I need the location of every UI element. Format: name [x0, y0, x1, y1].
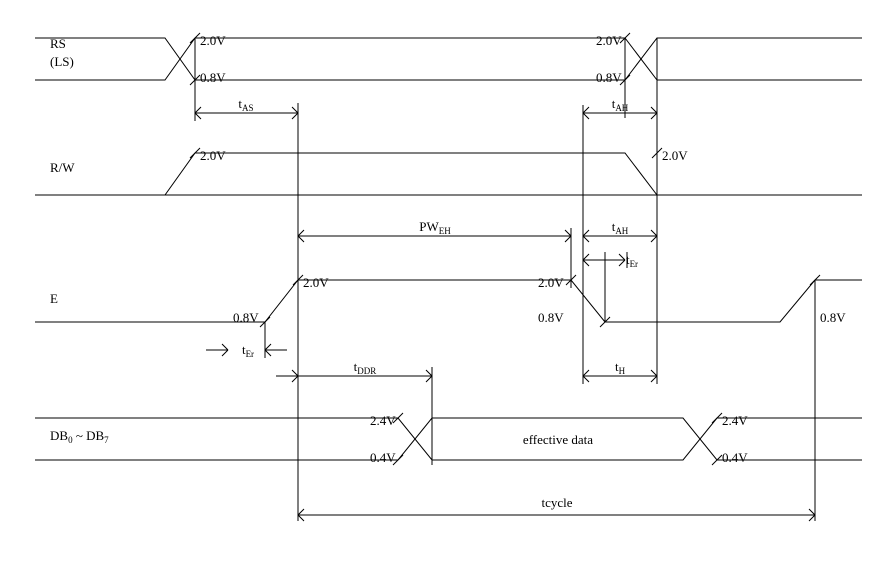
timing-tAS: tAS: [238, 96, 253, 113]
svg-text:0.8V: 0.8V: [200, 70, 226, 85]
svg-text:2.0V: 2.0V: [200, 148, 226, 163]
timing-tH: tH: [615, 359, 626, 376]
svg-text:E: E: [50, 291, 58, 306]
svg-text:(LS): (LS): [50, 54, 74, 69]
svg-text:2.0V: 2.0V: [596, 33, 622, 48]
svg-text:0.8V: 0.8V: [596, 70, 622, 85]
timing-tDDR: tDDR: [354, 359, 377, 376]
svg-text:0.8V: 0.8V: [538, 310, 564, 325]
timing-tAH_top: tAH: [612, 96, 629, 113]
svg-text:2.0V: 2.0V: [538, 275, 564, 290]
svg-text:2.4V: 2.4V: [722, 413, 748, 428]
svg-text:0.8V: 0.8V: [233, 310, 259, 325]
timing-diagram: RS (LS) 2.0V 0.8V 2.0V 0.8V R/W 2.0V 2.0V E 2.0V 2.…: [0, 0, 883, 562]
timing-PWEH: PWEH: [419, 219, 451, 236]
svg-text:RS: RS: [50, 36, 66, 51]
svg-text:tcycle: tcycle: [541, 495, 572, 510]
db-label: DB0 ~ DB7: [50, 428, 109, 445]
svg-text:0.4V: 0.4V: [370, 450, 396, 465]
svg-text:R/W: R/W: [50, 160, 75, 175]
svg-text:2.0V: 2.0V: [662, 148, 688, 163]
svg-text:0.8V: 0.8V: [820, 310, 846, 325]
timing-tEr_right: tEr: [626, 252, 638, 269]
timing-tAH_mid: tAH: [612, 219, 629, 236]
svg-text:2.0V: 2.0V: [200, 33, 226, 48]
svg-text:0.4V: 0.4V: [722, 450, 748, 465]
svg-text:2.4V: 2.4V: [370, 413, 396, 428]
timing-tEr_left: tEr: [242, 342, 254, 359]
svg-text:effective data: effective data: [523, 432, 593, 447]
svg-text:2.0V: 2.0V: [303, 275, 329, 290]
